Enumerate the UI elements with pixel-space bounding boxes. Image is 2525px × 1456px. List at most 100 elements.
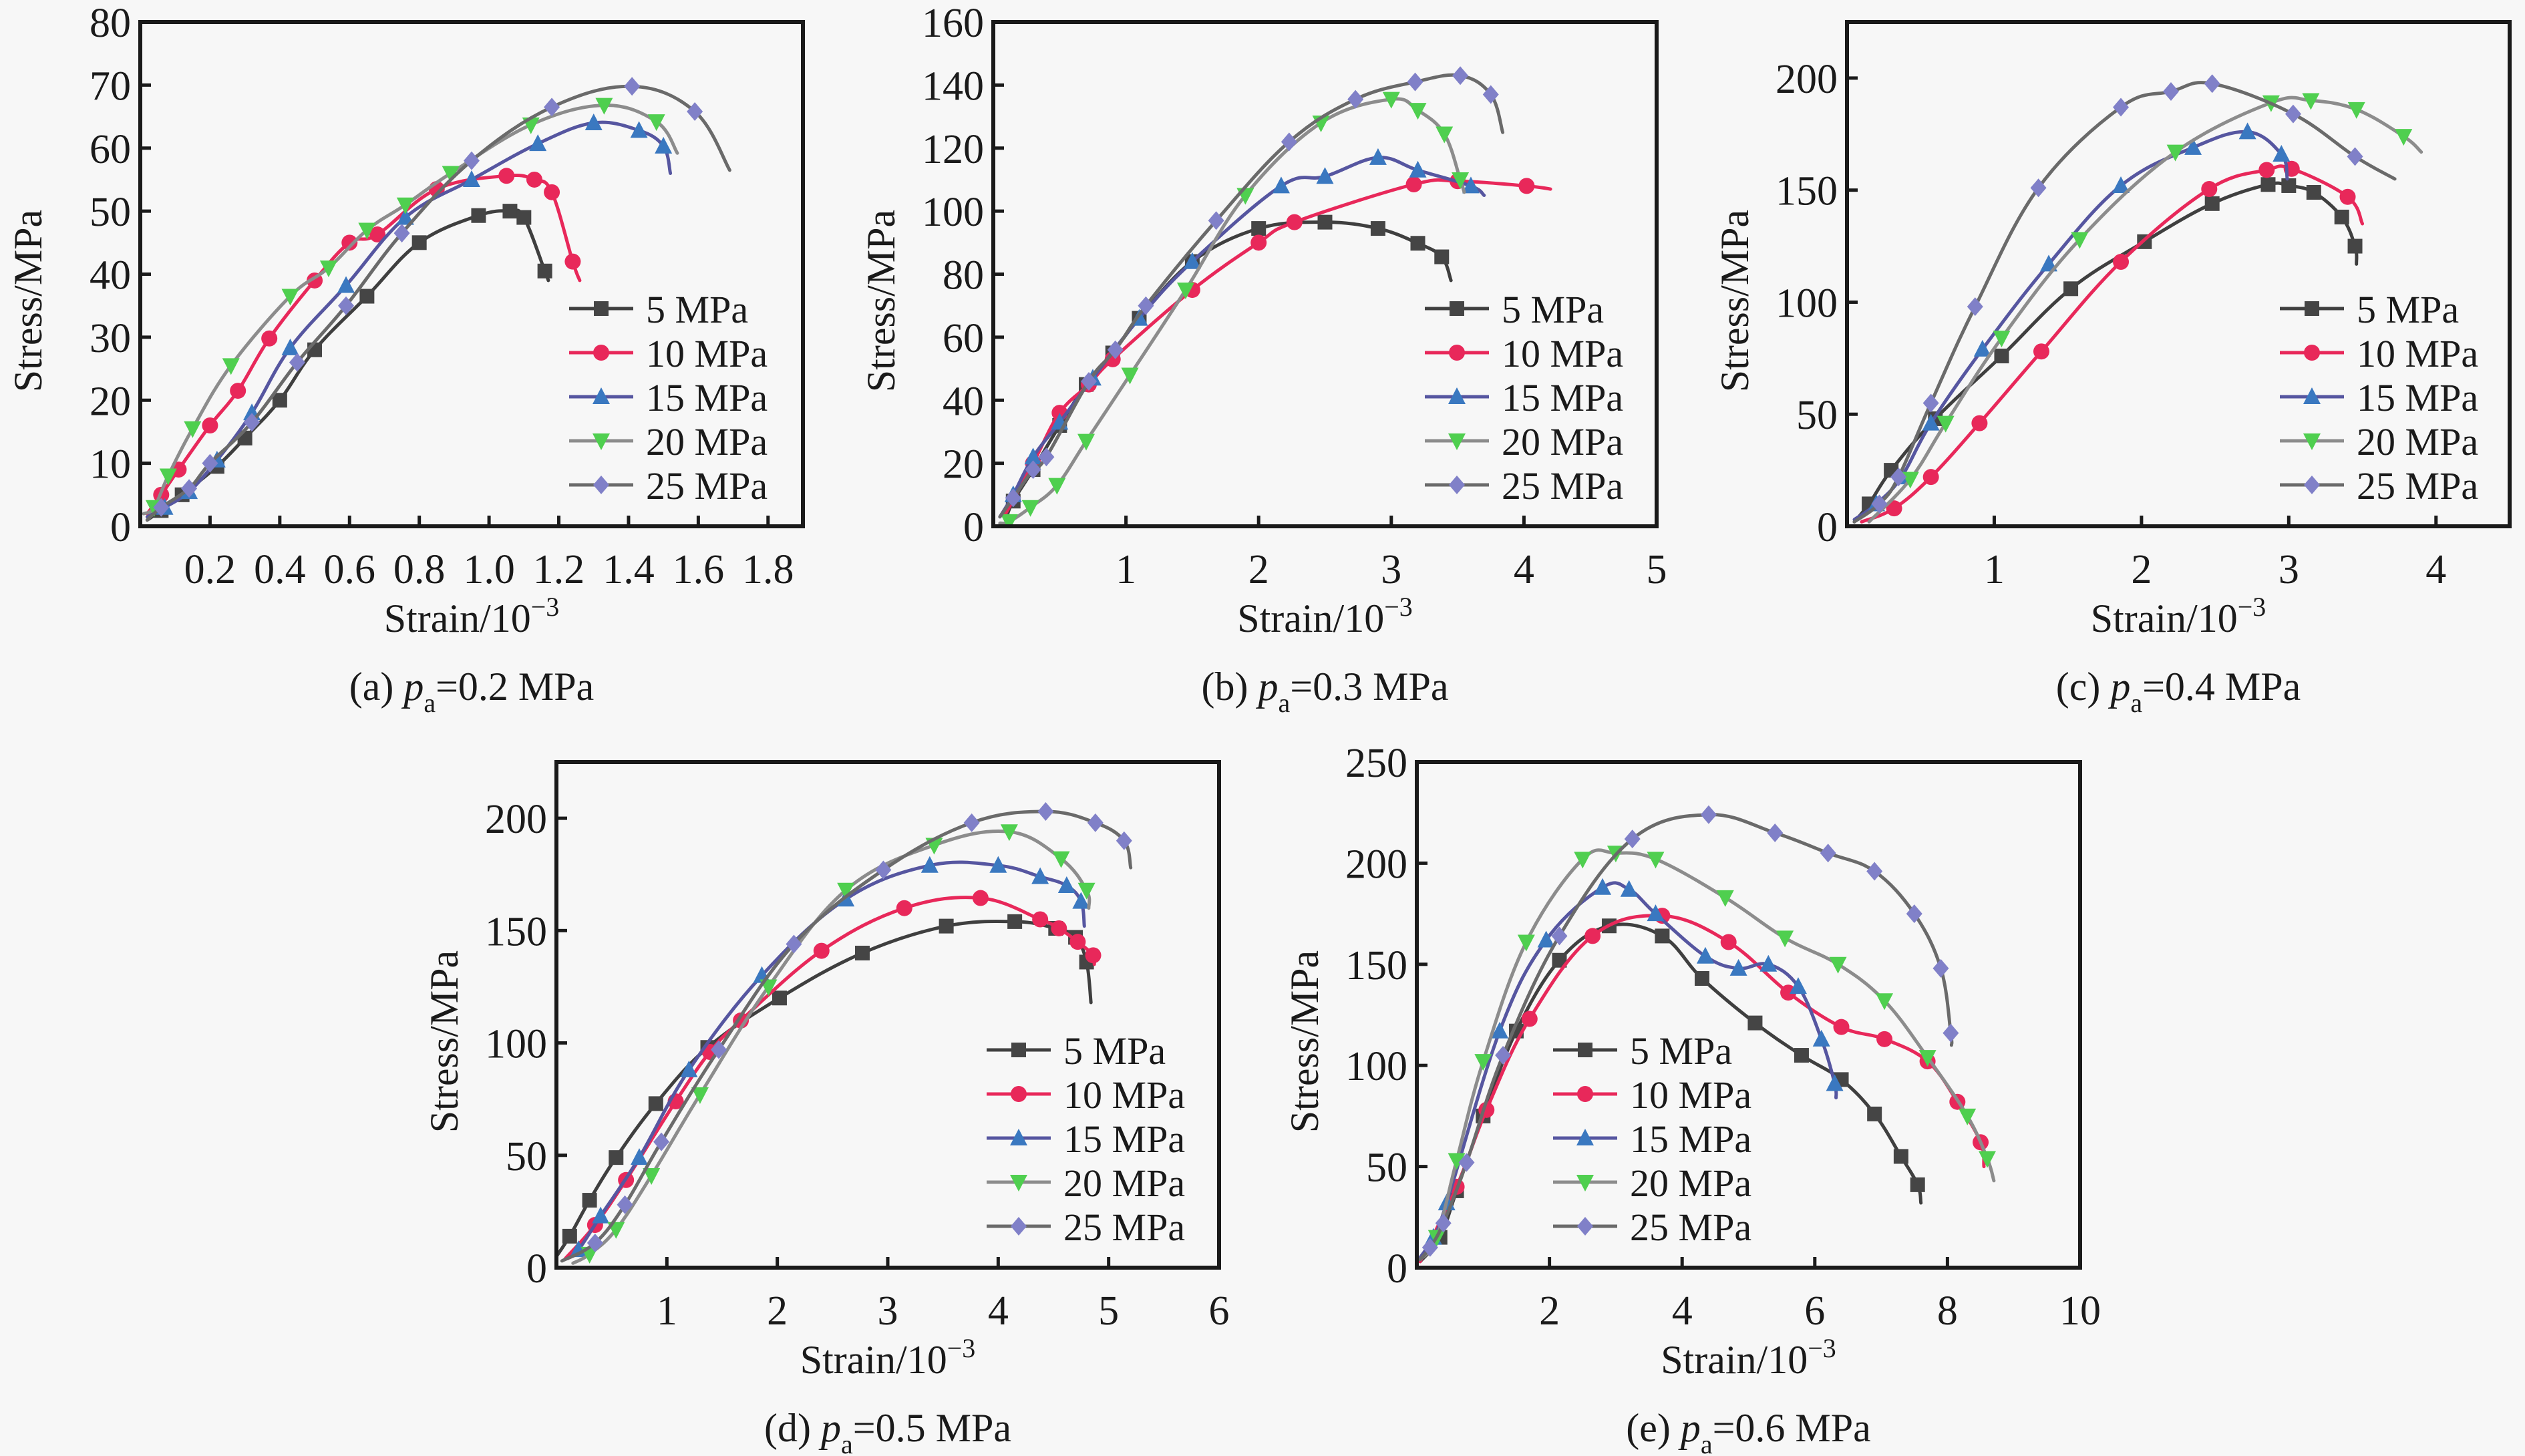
series-line-25-mpa: [560, 809, 1133, 1263]
data-point-5-mpa: [1994, 348, 2009, 363]
data-point-15-mpa: [2112, 176, 2130, 193]
legend-item: 20 MPa: [569, 420, 768, 464]
data-point-20-mpa: [1716, 890, 1734, 907]
x-axis-title-text: Strain/10: [1661, 1338, 1808, 1382]
data-point-20-mpa: [1574, 852, 1592, 869]
data-point-10-mpa: [230, 383, 246, 399]
legend-item: 25 MPa: [2280, 464, 2478, 508]
data-point-25-mpa: [2162, 82, 2179, 102]
data-point-15-mpa: [1826, 1074, 1844, 1091]
data-point-10-mpa: [1518, 178, 1535, 194]
data-point-5-mpa: [1552, 952, 1567, 968]
legend-label: 10 MPa: [1502, 332, 1623, 375]
legend-marker: [1576, 1175, 1594, 1192]
data-point-25-mpa: [1038, 447, 1055, 467]
data-point-10-mpa: [1085, 947, 1102, 964]
data-point-20-mpa: [1829, 956, 1847, 974]
data-point-5-mpa: [1747, 1015, 1763, 1031]
data-point-25-mpa: [2113, 98, 2130, 117]
data-point-25-mpa: [1767, 823, 1784, 842]
y-tick-label: 140: [922, 63, 984, 109]
data-point-10-mpa: [1250, 234, 1267, 251]
data-point-20-mpa: [1052, 851, 1070, 868]
x-tick-label: 4: [1514, 547, 1534, 592]
data-point-20-mpa: [1647, 852, 1665, 869]
data-point-20-mpa: [222, 358, 240, 375]
caption-e: (e) pa=0.6 MPa: [1626, 1406, 1871, 1456]
y-axis-title: Stress/MPa: [1283, 950, 1327, 1133]
data-point-20-mpa: [358, 222, 376, 240]
data-point-5-mpa: [2306, 185, 2321, 200]
data-point-10-mpa: [1922, 469, 1939, 486]
legend-marker: [593, 476, 609, 494]
x-tick-label: 8: [1937, 1288, 1958, 1334]
caption-variable: p: [401, 665, 424, 709]
data-point-25-mpa: [963, 813, 980, 832]
x-tick-label: 6: [1804, 1288, 1825, 1334]
data-point-20-mpa: [1517, 934, 1535, 952]
data-point-25-mpa: [1025, 460, 1041, 480]
data-point-20-mpa: [595, 98, 613, 115]
data-point-25-mpa: [711, 1040, 727, 1059]
legend-item: 5 MPa: [1425, 288, 1604, 331]
data-point-5-mpa: [1655, 928, 1670, 944]
caption-subscript: a: [2130, 688, 2142, 718]
series-line-20-mpa: [1418, 848, 1996, 1262]
data-point-25-mpa: [2285, 104, 2301, 124]
legend-item: 25 MPa: [1553, 1206, 1751, 1249]
legend-item: 25 MPa: [569, 464, 768, 508]
data-point-20-mpa: [1077, 882, 1096, 900]
data-point-25-mpa: [1482, 85, 1499, 104]
data-point-25-mpa: [1866, 862, 1883, 881]
data-point-5-mpa: [2204, 196, 2220, 211]
data-point-15-mpa: [529, 134, 547, 152]
x-tick-label: 1.8: [742, 547, 794, 592]
data-point-5-mpa: [272, 393, 287, 408]
y-tick-label: 20: [90, 379, 131, 424]
y-tick-label: 150: [1345, 943, 1407, 988]
data-point-20-mpa: [837, 882, 855, 900]
series-line-5-mpa: [556, 919, 1093, 1258]
legend-item: 15 MPa: [569, 376, 768, 419]
panel-a: 0.2 0.4 0.6 0.8 1.0 1.2 1.4 1.6 1.8 0 10 20 30 40 50 60…: [6, 1, 805, 718]
legend-marker: [1011, 1043, 1026, 1057]
data-point-25-mpa: [2204, 74, 2220, 94]
data-point-15-mpa: [396, 208, 414, 225]
data-point-25-mpa: [875, 860, 892, 880]
data-point-15-mpa: [2272, 144, 2291, 162]
x-axis-title: Strain/10−3: [2091, 592, 2266, 641]
y-axis-title: Stress/MPa: [422, 950, 466, 1133]
data-point-15-mpa: [1057, 876, 1075, 894]
data-point-5-mpa: [1794, 1048, 1809, 1063]
data-point-25-mpa: [1435, 1214, 1452, 1233]
legend-item: 25 MPa: [1425, 464, 1623, 508]
data-point-5-mpa: [2063, 281, 2079, 297]
x-axis-title-text: Strain/10: [1237, 596, 1384, 641]
data-point-25-mpa: [687, 102, 703, 122]
series-group-d: [556, 802, 1133, 1265]
data-point-20-mpa: [643, 1168, 661, 1186]
legend-marker: [1011, 1086, 1027, 1102]
y-tick-label: 50: [1366, 1145, 1407, 1191]
data-point-5-mpa: [471, 208, 486, 223]
data-point-25-mpa: [393, 224, 410, 243]
series-line-20-mpa: [142, 104, 679, 516]
data-point-5-mpa: [1867, 1106, 1882, 1121]
data-point-25-mpa: [2347, 147, 2363, 166]
y-tick-label: 200: [1776, 57, 1838, 102]
legend-item: 20 MPa: [987, 1161, 1185, 1205]
x-tick-label: 4: [2425, 547, 2446, 592]
x-tick-label: 1.6: [673, 547, 725, 592]
data-point-25-mpa: [1890, 468, 1907, 487]
legend-item: 15 MPa: [1425, 376, 1623, 419]
legend-marker: [1448, 433, 1466, 450]
x-tick-label: 0.2: [184, 547, 236, 592]
legend-marker: [1010, 1129, 1027, 1145]
data-point-10-mpa: [2201, 180, 2218, 197]
data-point-5-mpa: [648, 1096, 663, 1111]
data-point-15-mpa: [1973, 339, 1991, 357]
caption-b: (b) pa=0.3 MPa: [1202, 665, 1449, 718]
caption-d: (d) pa=0.5 MPa: [764, 1406, 1011, 1456]
